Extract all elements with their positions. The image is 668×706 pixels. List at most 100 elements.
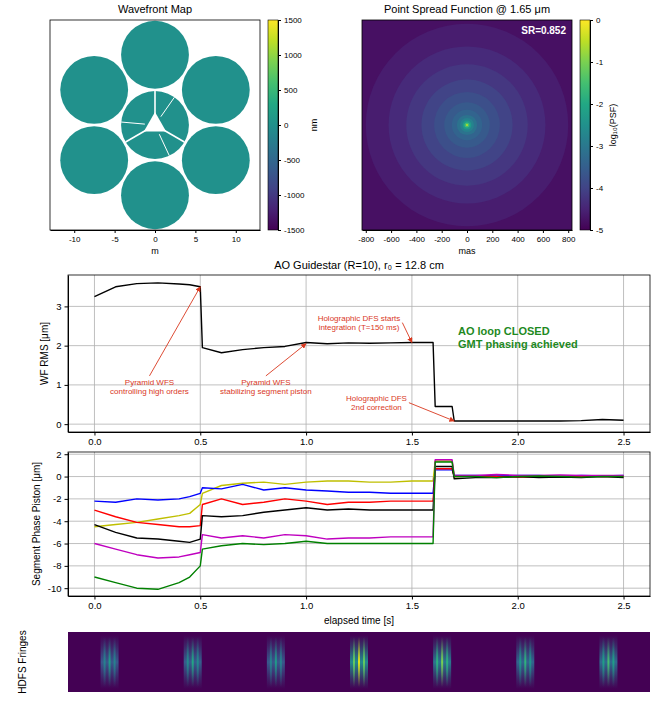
annotation: Pyramid WFScontrolling high orders <box>110 378 189 396</box>
tick-mark <box>590 146 593 147</box>
tick-label: -8 <box>53 560 61 571</box>
mirror-segment <box>60 56 128 124</box>
fringe <box>267 635 285 689</box>
tick: 0.5 <box>194 432 207 447</box>
axis-line <box>68 276 69 433</box>
psf-ring <box>457 115 477 135</box>
fringe-stripe <box>197 637 199 687</box>
fringe <box>433 635 451 689</box>
tick-label: 1500 <box>284 16 302 25</box>
tick: -5 <box>590 226 604 235</box>
fringe-stripe <box>104 637 106 687</box>
colorbar: -1500-1000-500050010001500nm <box>268 16 319 235</box>
grid-line <box>623 452 624 596</box>
tick-label: 1.0 <box>300 600 313 611</box>
tick-mark <box>65 477 69 478</box>
fringe-glow <box>516 635 534 689</box>
grid-line <box>517 452 518 596</box>
tick-label: 2.0 <box>512 600 525 611</box>
fringe-glow <box>101 635 119 689</box>
grid <box>68 452 650 596</box>
fringe-stripe <box>607 637 609 687</box>
tick-label: 400 <box>511 235 525 244</box>
grid-line <box>306 452 307 596</box>
fringe-stripe <box>192 637 194 687</box>
tick: 1.5 <box>406 432 419 447</box>
tick-mark <box>278 90 281 91</box>
tick-label: 2.0 <box>512 436 525 447</box>
y-axis-title: Segment Phase Piston [μm] <box>31 462 42 586</box>
tick: 1.0 <box>300 596 313 611</box>
series-line <box>94 467 623 543</box>
tick-mark <box>65 566 69 567</box>
axis-line <box>69 432 651 433</box>
fringe-stripe <box>519 637 521 687</box>
tick-mark <box>200 432 201 436</box>
colorbar-axis: 0-1-2-3-4-5 <box>590 16 604 235</box>
plot-area <box>60 21 249 229</box>
annotation-line: controlling high orders <box>110 387 189 396</box>
tick-label: 0 <box>56 471 61 482</box>
tick: 5 <box>194 230 199 244</box>
spider-vane <box>121 122 145 124</box>
tick: -4 <box>590 184 604 193</box>
x-axis: -10-50510 <box>51 230 261 244</box>
x-axis-title: mas <box>458 246 476 256</box>
tick: -400 <box>409 230 426 244</box>
tick: 0.5 <box>194 596 207 611</box>
plot-frame <box>68 275 650 432</box>
tick: -200 <box>434 230 451 244</box>
line-panel: 0.00.51.01.52.02.5-10-8-6-4-202Segment P… <box>31 449 651 626</box>
tick: 10 <box>232 230 241 244</box>
colorbar-frame <box>268 20 278 230</box>
tick-label: -500 <box>284 156 301 165</box>
mirror-segment <box>182 126 250 194</box>
tick-label: 1000 <box>284 51 302 60</box>
tick-mark <box>518 596 519 600</box>
tick: -10 <box>48 583 68 594</box>
fringe-stripe <box>529 637 531 687</box>
tick-mark <box>65 346 69 347</box>
tick-mark <box>94 596 95 600</box>
fringe-stripe <box>358 637 360 687</box>
tick: 1.0 <box>300 432 313 447</box>
fringe-stripe <box>353 637 355 687</box>
tick-label: -600 <box>384 235 401 244</box>
psf-ring <box>452 110 482 140</box>
tick-label: 800 <box>562 235 576 244</box>
colorbar-frame <box>580 20 590 230</box>
spider-vane <box>161 97 175 116</box>
grid-line <box>411 452 412 596</box>
colorbar-gradient <box>580 20 590 230</box>
fringe-stripe <box>114 637 116 687</box>
tick: 800 <box>562 230 576 244</box>
tick-mark <box>65 306 69 307</box>
tick-label: -2 <box>596 100 604 109</box>
grid-line <box>306 275 307 432</box>
tick-label: -4 <box>596 184 604 193</box>
annotation-arrow <box>266 344 306 376</box>
annotation-arrow <box>402 323 412 343</box>
annotation-line: integration (T=150 ms) <box>319 323 400 332</box>
grid-line <box>94 275 95 432</box>
series-line <box>94 461 623 527</box>
annotation-line: 2nd correction <box>351 403 402 412</box>
grid-line <box>68 521 650 522</box>
tick-mark <box>412 596 413 600</box>
tick: -8 <box>53 560 68 571</box>
y-axis-title: HDFS Fringes <box>17 630 28 693</box>
tick-mark <box>278 195 281 196</box>
tick: -500 <box>278 156 301 165</box>
tick: 0 <box>465 230 470 244</box>
psf-ring <box>444 102 490 148</box>
tick: -5 <box>112 230 120 244</box>
tick-mark <box>624 432 625 436</box>
tick-label: 600 <box>537 235 551 244</box>
tick: 1 <box>56 379 68 390</box>
tick: 2 <box>56 340 68 351</box>
tick-label: 2.5 <box>617 600 630 611</box>
tick-mark <box>543 230 544 233</box>
fringe-stripe <box>446 637 448 687</box>
plot-area <box>94 460 623 589</box>
central-obstruction <box>121 91 184 156</box>
